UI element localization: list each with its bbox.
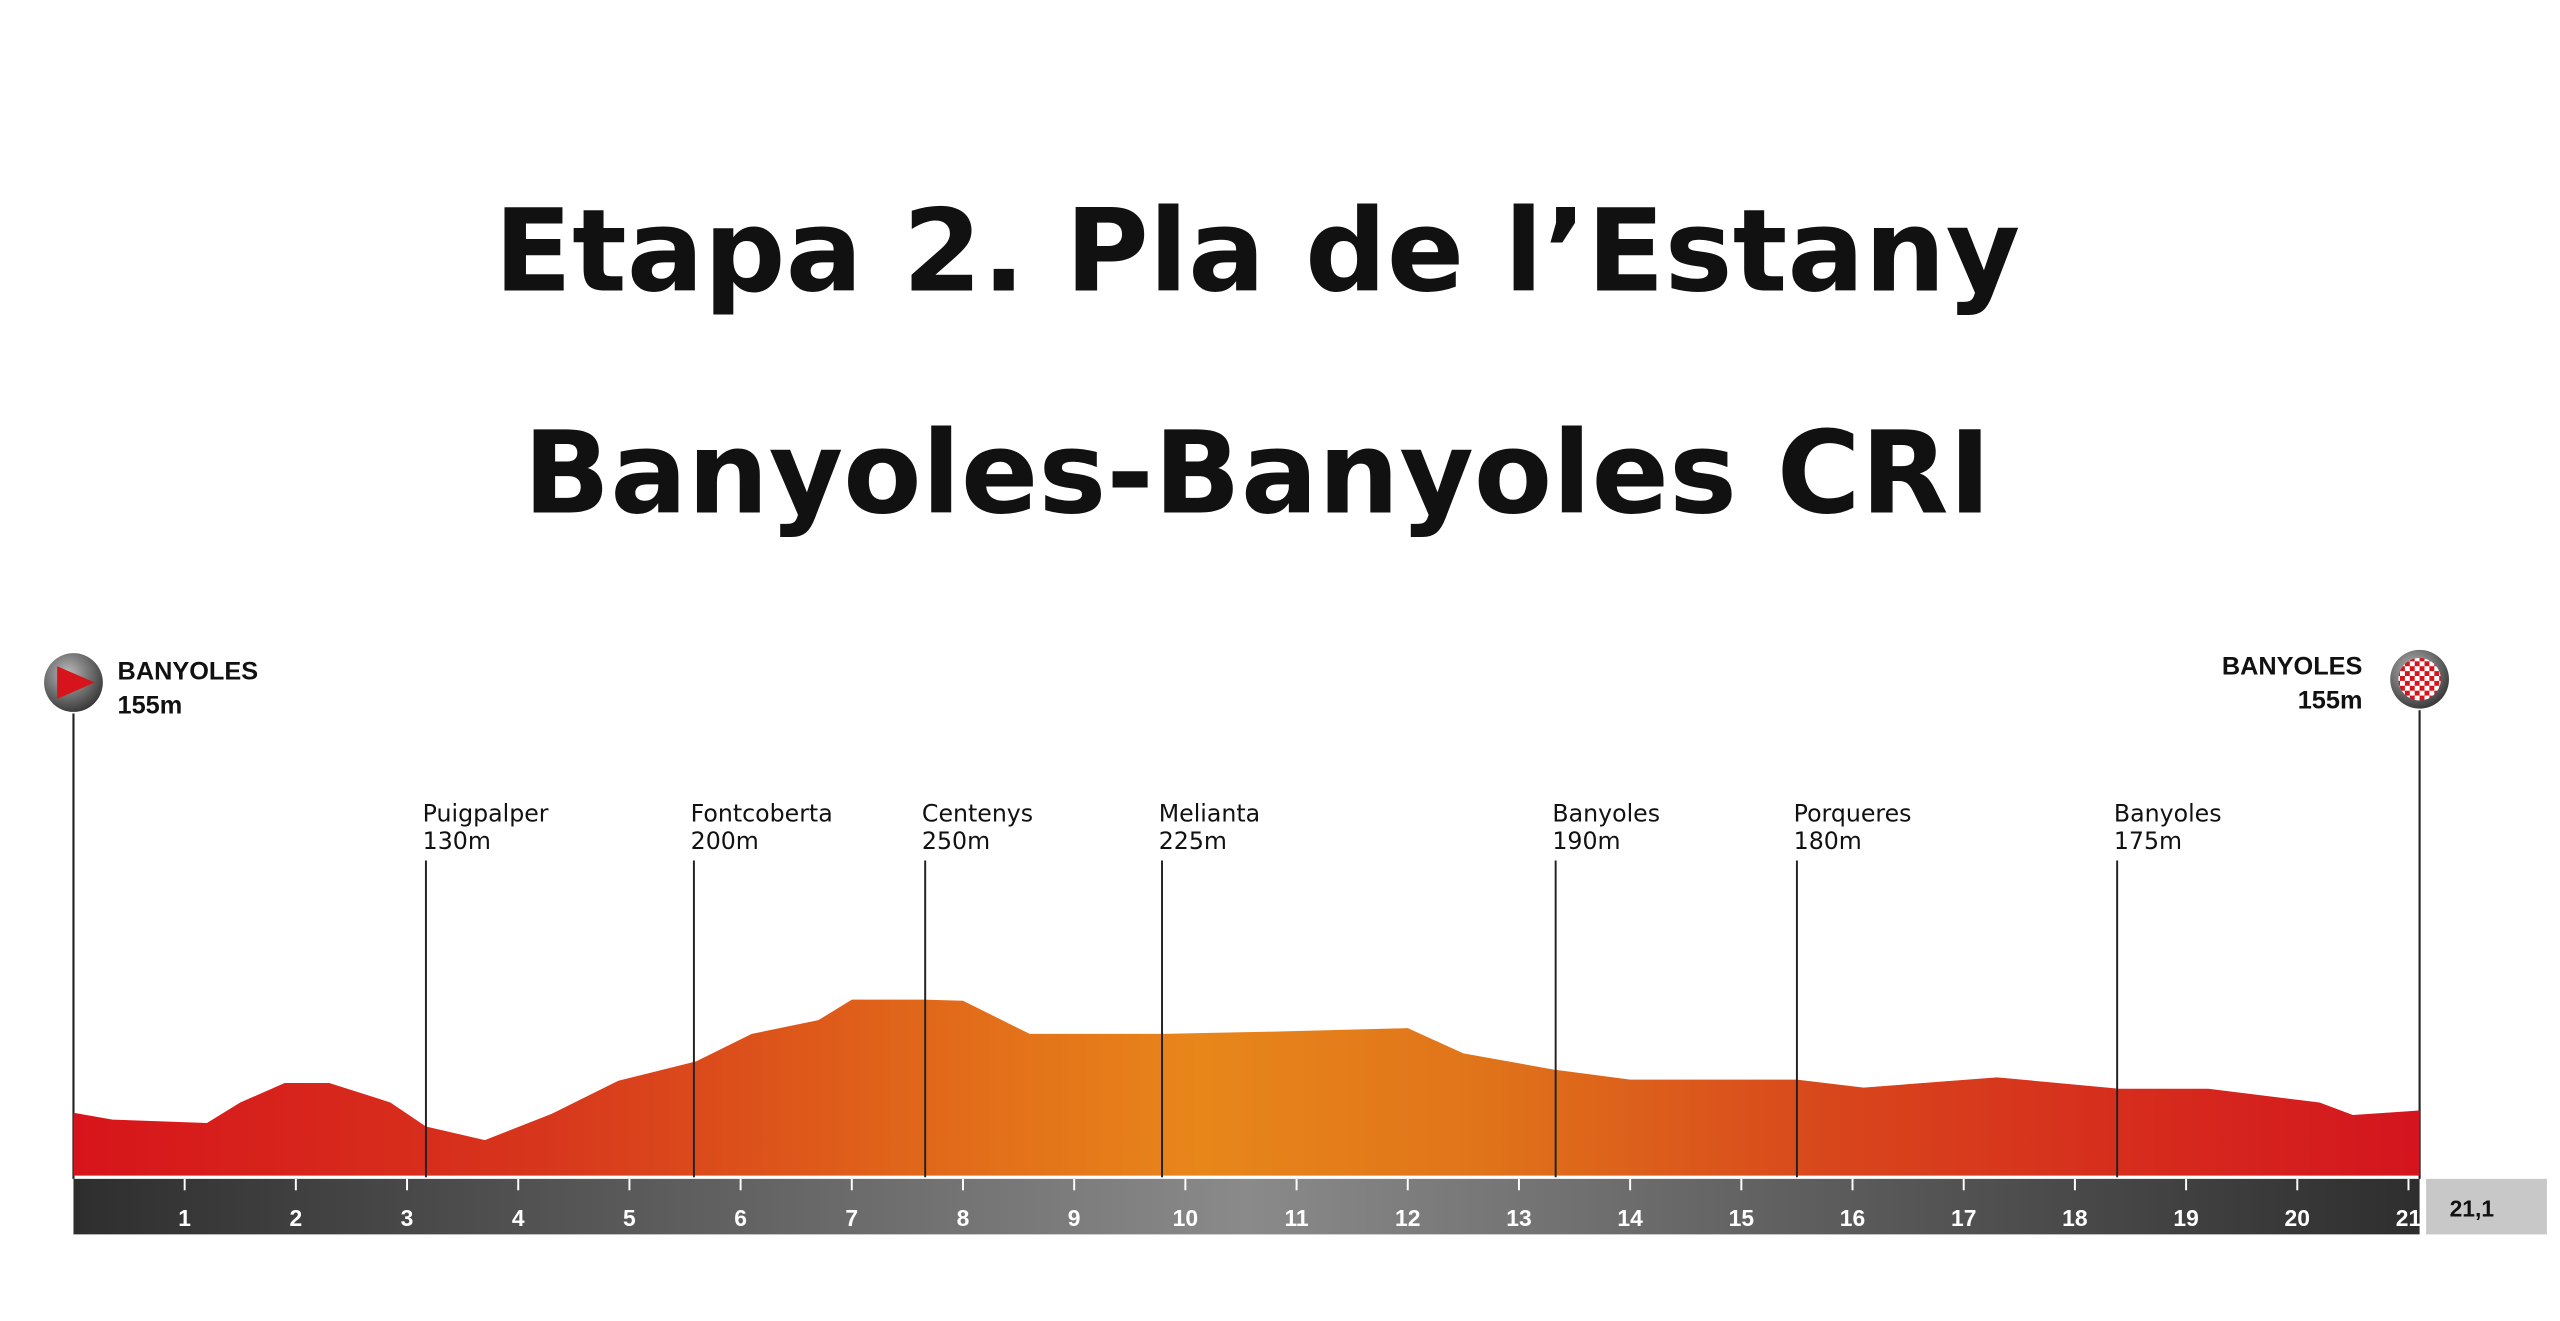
waypoint-name: Centenys [922,799,1033,827]
x-tick-label: 4 [512,1205,525,1231]
waypoint-elevation: 175m [2114,827,2182,855]
start-name: BANYOLES [118,657,259,685]
waypoint-elevation: 250m [922,827,990,855]
waypoint-elevation: 200m [691,827,759,855]
x-tick-label: 2 [289,1205,302,1231]
title: Etapa 2. Pla de l’Estany [494,185,2020,318]
x-tick-label: 7 [845,1205,858,1231]
x-tick-label: 10 [1173,1205,1198,1231]
x-tick-label: 21 [2396,1205,2422,1231]
axis-bar [73,1178,2420,1235]
x-tick-label: 19 [2173,1205,2198,1231]
x-tick-label: 6 [734,1205,747,1231]
waypoint-name: Fontcoberta [691,799,833,827]
x-tick-label: 8 [957,1205,970,1231]
x-tick-label: 15 [1729,1205,1755,1231]
waypoint-name: Melianta [1159,799,1260,827]
waypoint-name: Banyoles [1552,799,1660,827]
finish-elevation: 155m [2298,687,2363,715]
x-tick-label: 17 [1951,1205,1976,1231]
waypoint-elevation: 225m [1159,827,1227,855]
waypoint-name: Puigpalper [423,799,549,827]
waypoint-name: Porqueres [1794,799,1912,827]
finish-flag [2398,658,2441,701]
x-tick-label: 13 [1506,1205,1531,1231]
start-elevation: 155m [118,692,183,720]
x-tick-label: 3 [401,1205,414,1231]
x-tick-label: 20 [2285,1205,2310,1231]
x-tick-label: 16 [1840,1205,1865,1231]
x-tick-label: 18 [2062,1205,2087,1231]
x-tick-label: 9 [1068,1205,1081,1231]
waypoint-elevation: 130m [423,827,491,855]
start-arrow [57,666,95,699]
waypoint-elevation: 190m [1552,827,1620,855]
x-tick-label: 1 [178,1205,191,1231]
x-tick-label: 11 [1284,1205,1308,1231]
x-tick-label: 5 [623,1205,636,1231]
finish-name: BANYOLES [2222,652,2363,680]
elevation-area [73,999,2420,1176]
distance-box [2426,1178,2547,1235]
distance-label: 21,1 [2450,1195,2495,1221]
waypoint-name: Banyoles [2114,799,2222,827]
subtitle: Banyoles-Banyoles CRI [523,407,1991,540]
x-tick-label: 12 [1395,1205,1420,1231]
x-tick-label: 14 [1617,1205,1643,1231]
waypoint-elevation: 180m [1794,827,1862,855]
